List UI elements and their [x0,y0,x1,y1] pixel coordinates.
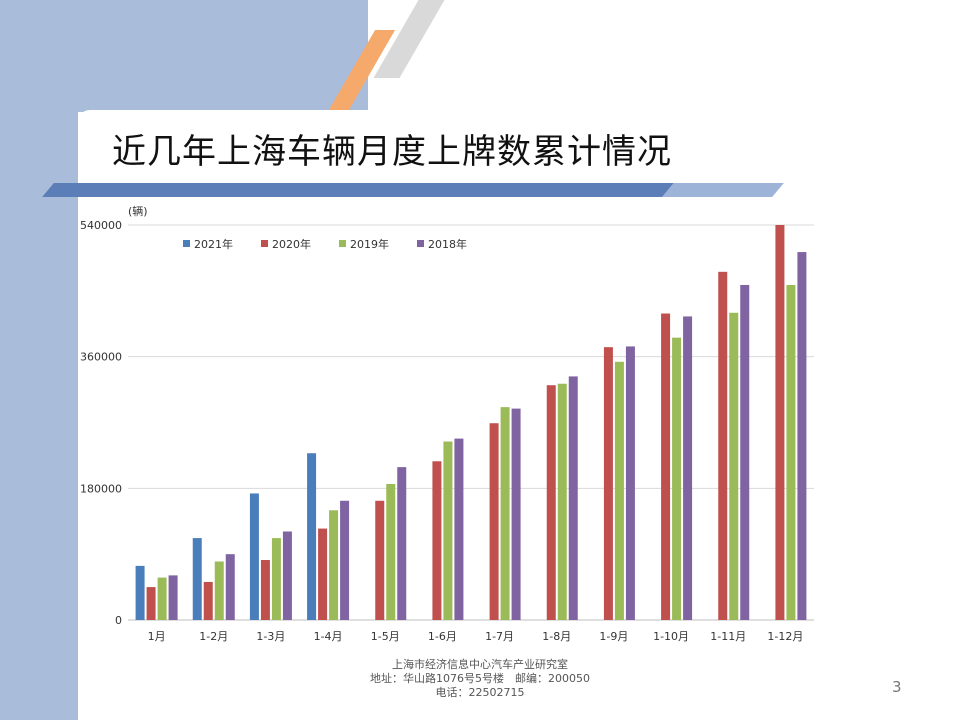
slide-title: 近几年上海车辆月度上牌数累计情况 [112,132,672,172]
bar [661,313,671,620]
bar [797,252,807,620]
bar [443,441,453,620]
title-underline-accent [662,183,784,197]
bar [625,346,635,620]
bar [271,538,281,620]
x-tick-label: 1-3月 [256,630,285,643]
legend-swatch [417,240,424,247]
x-tick-label: 1-2月 [199,630,228,643]
bar [329,510,339,620]
bar [683,316,693,620]
bar [557,383,567,620]
bar [192,538,202,620]
bar [260,560,270,620]
bar [168,575,178,620]
bar [603,347,613,620]
legend-swatch [261,240,268,247]
bar [432,461,442,620]
y-tick-label: 360000 [80,351,122,364]
bar [249,493,259,620]
x-tick-label: 1-4月 [314,630,343,643]
legend-label: 2019年 [350,237,389,251]
bar [489,423,499,620]
bar [135,565,145,620]
legend-label: 2020年 [272,237,311,251]
x-tick-label: 1-10月 [653,630,689,643]
left-decor-band [0,0,78,720]
bar [375,500,385,620]
bar [157,577,167,620]
y-tick-label: 0 [115,614,122,627]
page-number: 3 [892,678,902,696]
legend-swatch [183,240,190,247]
x-tick-label: 1月 [148,630,166,643]
y-unit-label: (辆) [128,204,148,218]
bar [307,453,317,620]
bar [386,483,396,620]
chart-container: 0 180000 360000 540000 (辆) 1月 1-2月 1-3月 1-4月 1-5月… [78,198,838,653]
footer-line-phone: 电话：22502715 [435,686,525,699]
bar [318,528,328,620]
bar [397,467,407,620]
legend-label: 2018年 [428,237,467,251]
x-tick-label: 1-9月 [599,630,628,643]
bar [718,271,728,620]
bar [546,385,556,620]
bar [511,408,521,620]
x-tick-label: 1-8月 [542,630,571,643]
bar [282,531,292,620]
bar [225,554,235,620]
x-tick-label: 1-11月 [710,630,746,643]
bar [500,407,510,620]
bar [203,581,213,620]
bar [214,561,224,620]
bar [146,587,156,620]
x-tick-label: 1-7月 [485,630,514,643]
bar [775,225,785,620]
bar [740,284,750,620]
bar [614,361,624,620]
y-tick-label: 540000 [80,219,122,232]
footer-line-address: 地址：华山路1076号5号楼 邮编：200050 [370,672,590,685]
bar [340,500,350,620]
bar [729,312,739,620]
title-card [78,110,960,186]
bar-chart: 0 180000 360000 540000 (辆) 1月 1-2月 1-3月 1-4月 1-5月… [80,204,814,643]
x-tick-label: 1-12月 [767,630,803,643]
bar [454,438,464,620]
bar [672,337,682,620]
x-tick-label: 1-5月 [371,630,400,643]
title-underline-bar [42,183,674,197]
y-tick-label: 180000 [80,482,122,495]
bar [786,284,796,620]
bar [568,376,578,620]
top-decor-band [0,0,368,112]
legend-label: 2021年 [194,237,233,251]
footer: 上海市经济信息中心汽车产业研究室 地址：华山路1076号5号楼 邮编：20005… [0,658,960,700]
x-tick-label: 1-6月 [428,630,457,643]
footer-line-org: 上海市经济信息中心汽车产业研究室 [392,658,568,671]
legend-swatch [339,240,346,247]
